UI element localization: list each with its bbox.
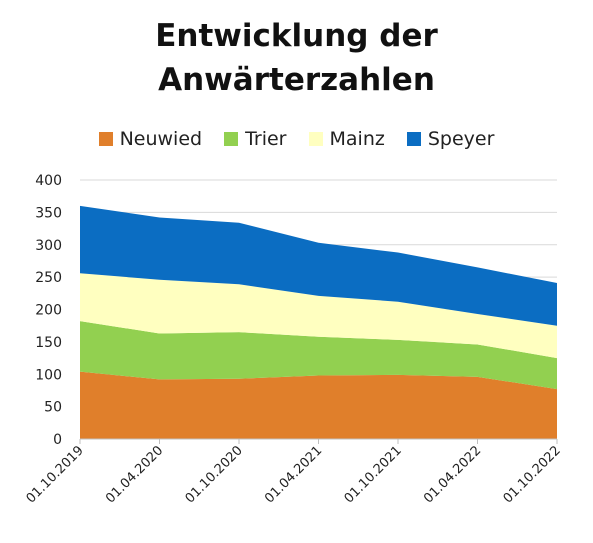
area-speyer bbox=[80, 205, 557, 326]
legend-label-neuwied: Neuwied bbox=[119, 128, 203, 150]
chart-legend: Neuwied Trier Mainz Speyer bbox=[0, 126, 593, 152]
y-tick-label: 400 bbox=[35, 173, 62, 189]
x-tick-label: 01.10.2021 bbox=[342, 443, 405, 506]
y-tick-label: 50 bbox=[44, 400, 62, 416]
legend-label-speyer: Speyer bbox=[427, 128, 495, 150]
x-tick-label: 01.04.2022 bbox=[421, 443, 484, 506]
chart-title: Entwicklung der Anwärterzahlen bbox=[0, 14, 593, 102]
legend-item-neuwied: Neuwied bbox=[98, 128, 203, 150]
x-tick-label: 01.10.2020 bbox=[183, 443, 246, 506]
legend-item-speyer: Speyer bbox=[406, 128, 495, 150]
y-tick-label: 150 bbox=[35, 335, 62, 351]
y-tick-label: 300 bbox=[35, 238, 62, 254]
y-tick-label: 100 bbox=[35, 367, 62, 383]
legend-swatch-trier bbox=[224, 132, 239, 146]
chart-title-line-2: Anwärterzahlen bbox=[158, 62, 435, 98]
legend-item-trier: Trier bbox=[224, 128, 287, 150]
y-tick-label: 250 bbox=[35, 270, 62, 286]
x-tick-label: 01.04.2020 bbox=[103, 443, 166, 506]
legend-swatch-speyer bbox=[406, 132, 421, 146]
x-tick-label: 01.10.2019 bbox=[24, 443, 87, 506]
y-tick-label: 200 bbox=[35, 303, 62, 319]
legend-swatch-mainz bbox=[308, 132, 323, 146]
legend-swatch-neuwied bbox=[98, 132, 113, 146]
legend-item-mainz: Mainz bbox=[308, 128, 385, 150]
y-tick-label: 0 bbox=[53, 432, 62, 448]
area-mainz bbox=[80, 273, 557, 359]
y-tick-label: 350 bbox=[35, 205, 62, 221]
area-trier bbox=[80, 321, 557, 390]
x-tick-label: 01.04.2021 bbox=[262, 443, 325, 506]
legend-label-mainz: Mainz bbox=[329, 128, 385, 150]
x-tick-label: 01.10.2022 bbox=[501, 443, 564, 506]
legend-label-trier: Trier bbox=[245, 128, 287, 150]
chart-title-line-1: Entwicklung der bbox=[155, 18, 438, 54]
area-neuwied bbox=[80, 371, 557, 439]
